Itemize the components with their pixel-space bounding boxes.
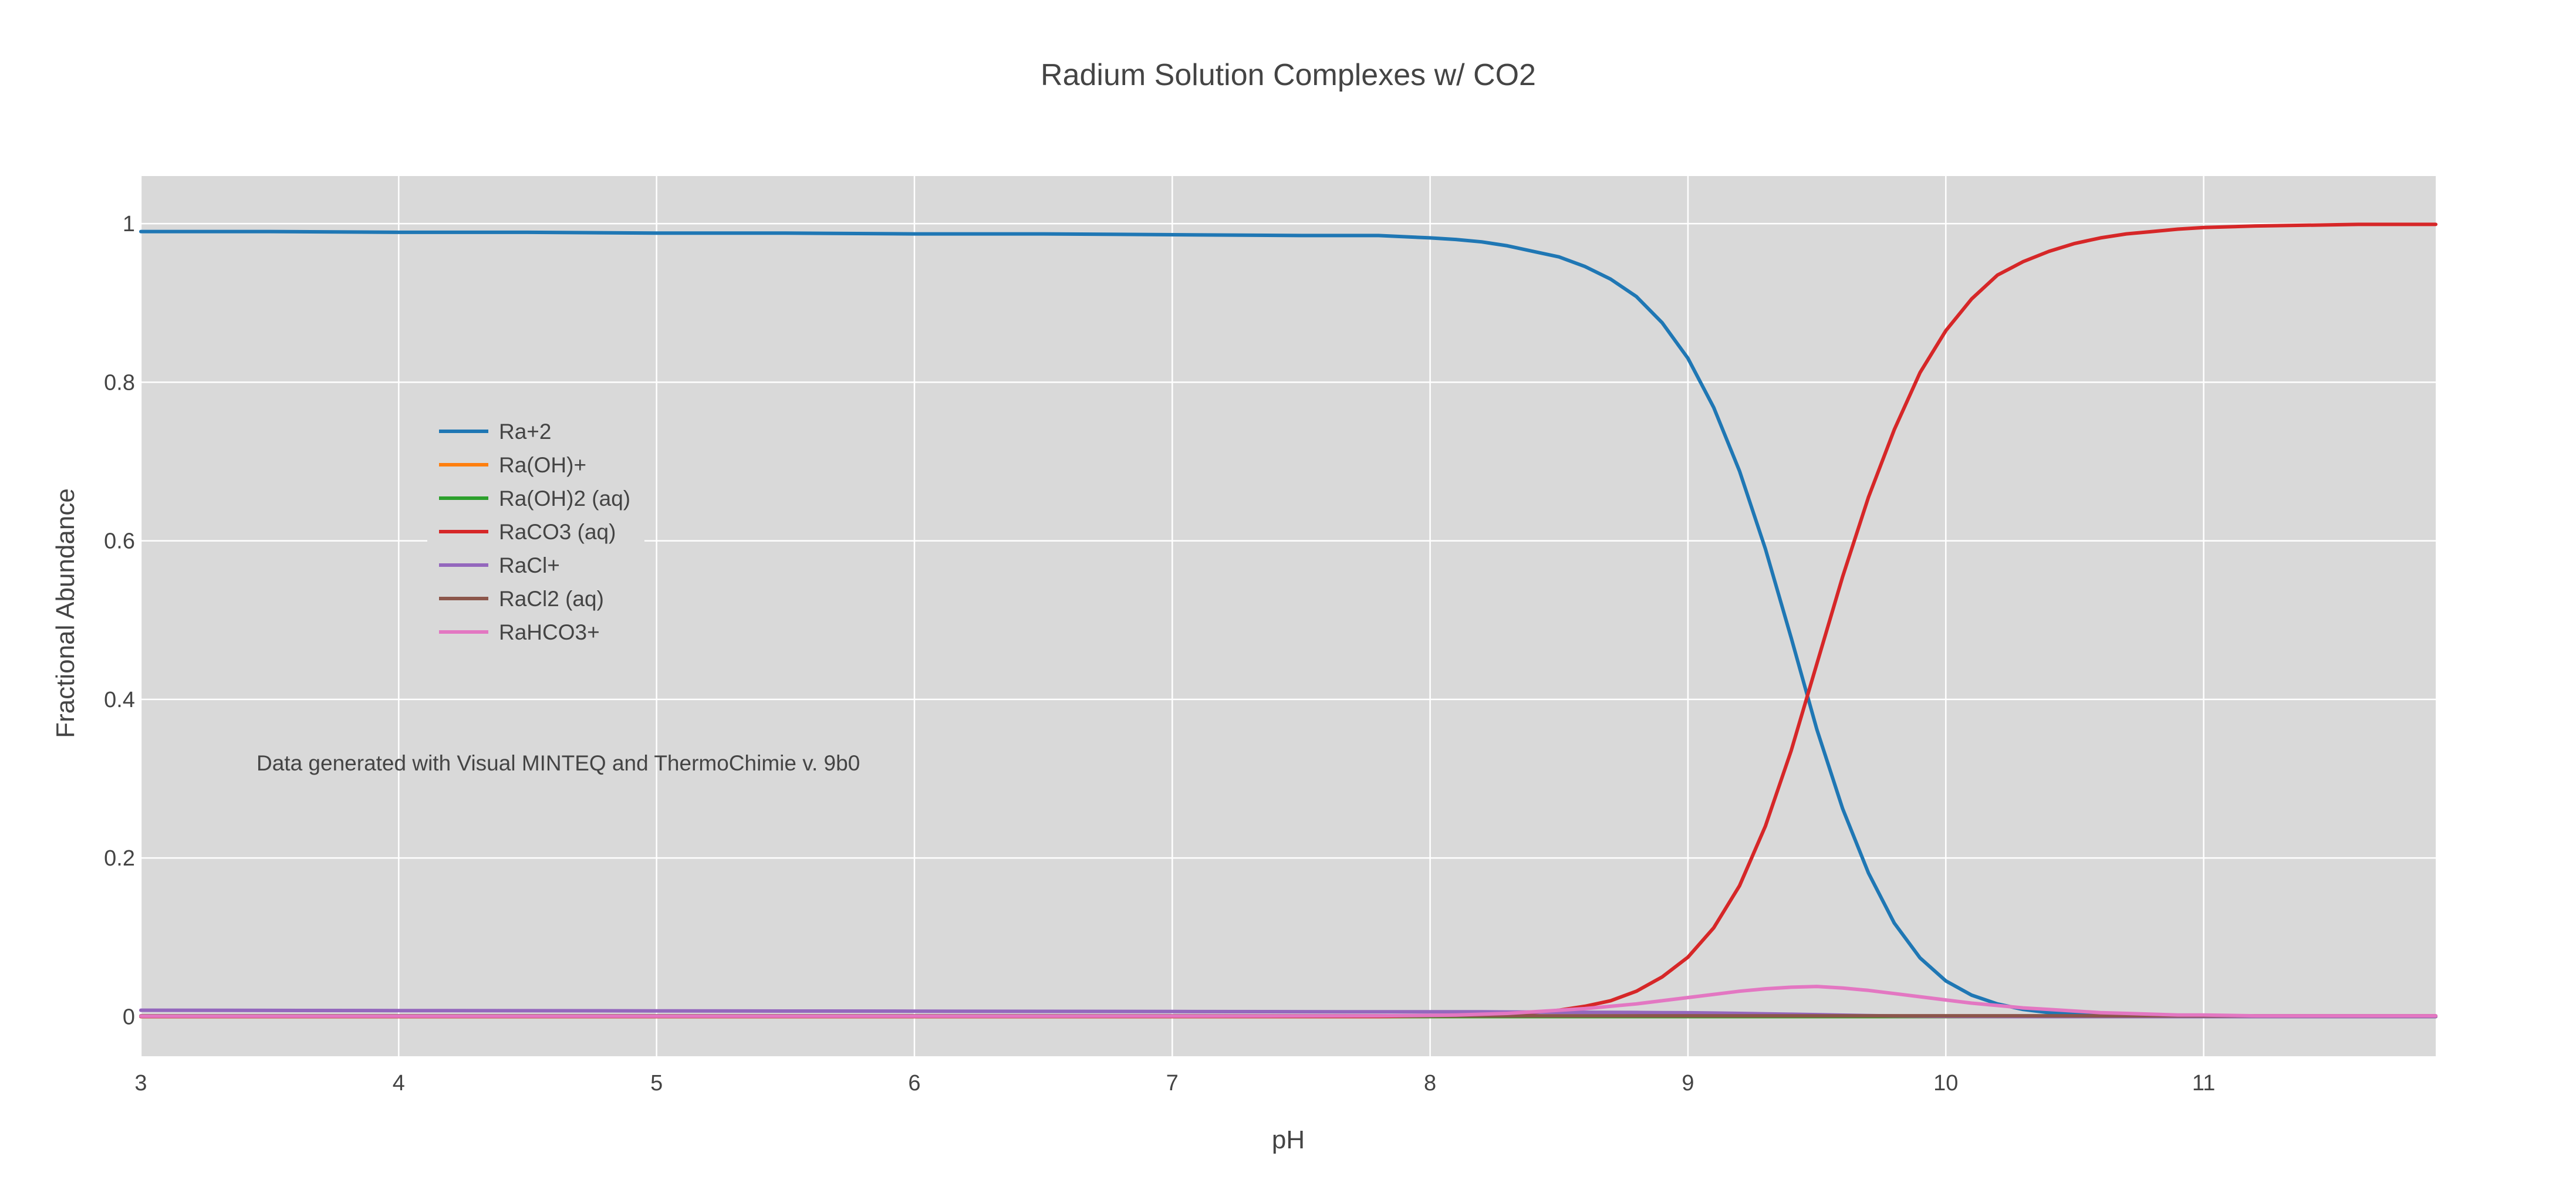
y-axis-ticks: 0 0.2 0.4 0.6 0.8 1 xyxy=(104,212,135,1029)
y-tick-label: 1 xyxy=(123,212,135,236)
x-tick-label: 10 xyxy=(1933,1071,1958,1096)
x-tick-label: 11 xyxy=(2192,1071,2215,1096)
legend-label: RaCl+ xyxy=(499,553,560,577)
series-lines xyxy=(139,222,2437,1019)
y-tick-label: 0.8 xyxy=(104,370,135,395)
legend-item[interactable]: Ra(OH)+ xyxy=(439,453,586,477)
legend-item[interactable]: RaCO3 (aq) xyxy=(439,520,616,544)
x-tick-label: 3 xyxy=(134,1071,147,1096)
x-axis-label: pH xyxy=(1272,1125,1305,1154)
legend[interactable]: Ra+2 Ra(OH)+ Ra(OH)2 (aq) RaCO3 (aq) RaCl+ Ra… xyxy=(427,414,644,651)
legend-item[interactable]: Ra+2 xyxy=(439,420,551,444)
legend-label: RaCO3 (aq) xyxy=(499,520,616,544)
legend-label: RaHCO3+ xyxy=(499,620,600,644)
x-axis-ticks: 3 4 5 6 7 8 9 10 11 xyxy=(134,1071,2215,1096)
x-tick-label: 7 xyxy=(1166,1071,1179,1096)
x-tick-label: 9 xyxy=(1682,1071,1694,1096)
legend-label: Ra(OH)+ xyxy=(499,453,586,477)
y-axis-label: Fractional Abundance xyxy=(51,488,80,738)
legend-label: RaCl2 (aq) xyxy=(499,587,604,611)
x-tick-label: 5 xyxy=(650,1071,663,1096)
y-tick-label: 0.4 xyxy=(104,688,135,712)
x-tick-label: 4 xyxy=(393,1071,405,1096)
y-tick-label: 0.6 xyxy=(104,529,135,554)
legend-label: Ra(OH)2 (aq) xyxy=(499,486,630,511)
y-tick-label: 0.2 xyxy=(104,846,135,871)
y-tick-label: 0 xyxy=(123,1005,135,1029)
chart-title: Radium Solution Complexes w/ CO2 xyxy=(1041,58,1536,92)
legend-item[interactable]: RaCl2 (aq) xyxy=(439,587,604,611)
legend-item[interactable]: RaHCO3+ xyxy=(439,620,600,644)
legend-item[interactable]: RaCl+ xyxy=(439,553,560,577)
legend-item[interactable]: Ra(OH)2 (aq) xyxy=(439,486,630,511)
series-line-rahco3 xyxy=(139,985,2437,1018)
chart-annotation: Data generated with Visual MINTEQ and Th… xyxy=(256,751,860,775)
x-tick-label: 8 xyxy=(1424,1071,1436,1096)
legend-label: Ra+2 xyxy=(499,420,551,444)
x-tick-label: 6 xyxy=(908,1071,920,1096)
